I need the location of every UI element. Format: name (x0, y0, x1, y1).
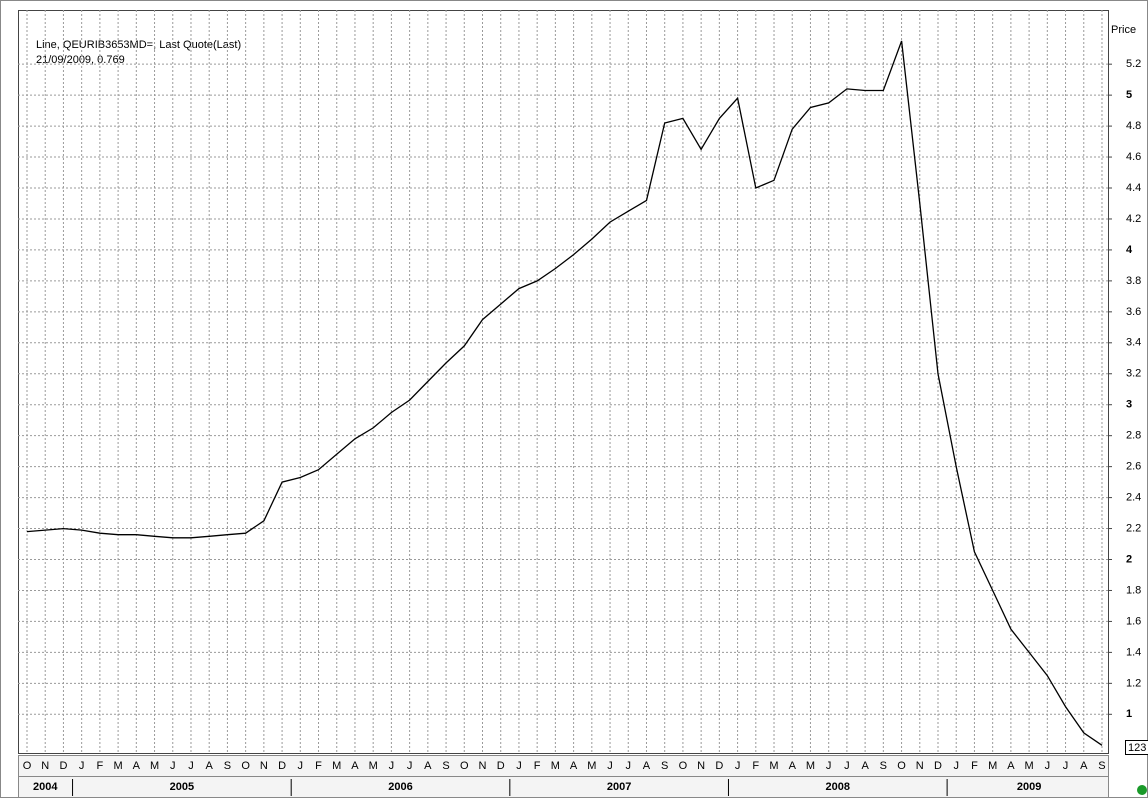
y-tick-label: 4 (1126, 244, 1133, 256)
y-tick-label: 1.8 (1126, 584, 1141, 596)
x-tick-label: A (861, 760, 869, 772)
x-tick-label: M (769, 760, 778, 772)
x-tick-label: J (298, 760, 304, 772)
x-tick-label: F (97, 760, 104, 772)
x-tick-label: O (23, 760, 32, 772)
x-tick-label: D (715, 760, 723, 772)
year-label: 2005 (170, 781, 194, 793)
y-tick-label: 2 (1126, 553, 1132, 565)
x-tick-label: A (1080, 760, 1088, 772)
x-tick-label: J (516, 760, 522, 772)
year-label: 2006 (388, 781, 412, 793)
y-tick-label: 3.4 (1126, 337, 1141, 349)
x-tick-label: M (988, 760, 997, 772)
x-tick-label: D (497, 760, 505, 772)
x-tick-label: J (953, 760, 959, 772)
x-tick-label: M (587, 760, 596, 772)
x-tick-label: F (752, 760, 759, 772)
x-tick-label: F (534, 760, 541, 772)
x-tick-label: O (679, 760, 688, 772)
x-tick-label: N (479, 760, 487, 772)
x-tick-label: N (916, 760, 924, 772)
x-tick-label: J (735, 760, 741, 772)
x-tick-label: N (697, 760, 705, 772)
y-tick-label: 3.2 (1126, 368, 1141, 380)
year-label: 2008 (826, 781, 850, 793)
x-tick-label: M (114, 760, 123, 772)
x-tick-label: M (369, 760, 378, 772)
y-tick-label: 5.2 (1126, 58, 1141, 70)
x-tick-label: J (389, 760, 395, 772)
y-tick-label: 3 (1126, 399, 1132, 411)
x-tick-label: A (570, 760, 578, 772)
x-tick-label: A (643, 760, 651, 772)
x-tick-label: F (971, 760, 978, 772)
x-tick-label: A (424, 760, 432, 772)
x-tick-label: F (315, 760, 322, 772)
x-tick-label: D (934, 760, 942, 772)
x-tick-label: S (224, 760, 231, 772)
axis-label: Price (1111, 24, 1136, 36)
last-value-label: 123 (1128, 742, 1146, 754)
x-tick-label: J (844, 760, 850, 772)
y-tick-label: 2.8 (1126, 430, 1141, 442)
y-tick-label: 1.6 (1126, 615, 1141, 627)
legend-line: Line, QEURIB3653MD=, Last Quote(Last) (36, 39, 241, 51)
x-tick-label: N (41, 760, 49, 772)
x-tick-label: J (188, 760, 194, 772)
x-tick-label: M (806, 760, 815, 772)
last-value-box (1125, 740, 1148, 755)
x-tick-label: J (79, 760, 85, 772)
y-tick-label: 1 (1126, 708, 1132, 720)
year-label: 2007 (607, 781, 631, 793)
x-tick-label: M (332, 760, 341, 772)
x-tick-label: J (607, 760, 613, 772)
x-tick-label: D (278, 760, 286, 772)
y-tick-label: 4.2 (1126, 213, 1141, 225)
x-tick-label: J (1045, 760, 1051, 772)
x-tick-label: A (1007, 760, 1015, 772)
x-tick-label: A (351, 760, 359, 772)
line-series (26, 40, 1103, 746)
legend-line: 21/09/2009, 0.769 (36, 54, 125, 66)
x-tick-label: A (789, 760, 797, 772)
y-tick-label: 4.4 (1126, 182, 1141, 194)
x-tick-label: J (407, 760, 413, 772)
x-tick-label: O (460, 760, 469, 772)
x-tick-label: M (551, 760, 560, 772)
y-tick-label: 3.8 (1126, 275, 1141, 287)
x-tick-label: O (897, 760, 906, 772)
y-tick-label: 4.8 (1126, 120, 1141, 132)
x-tick-label: O (241, 760, 250, 772)
x-tick-label: J (826, 760, 832, 772)
year-label: 2004 (33, 781, 58, 793)
x-tick-label: A (206, 760, 214, 772)
y-tick-label: 2.4 (1126, 492, 1141, 504)
x-tick-label: D (59, 760, 67, 772)
x-tick-label: J (626, 760, 632, 772)
x-tick-label: N (260, 760, 268, 772)
y-tick-label: 4.6 (1126, 151, 1141, 163)
y-tick-label: 2.6 (1126, 461, 1141, 473)
y-tick-label: 5 (1126, 89, 1132, 101)
y-tick-label: 3.6 (1126, 306, 1141, 318)
x-tick-label: J (170, 760, 176, 772)
y-tick-label: 1.4 (1126, 646, 1141, 658)
y-tick-label: 2.2 (1126, 522, 1141, 534)
x-tick-label: A (133, 760, 141, 772)
x-tick-label: J (1063, 760, 1069, 772)
x-tick-label: S (880, 760, 887, 772)
x-tick-label: M (150, 760, 159, 772)
plot-area (18, 10, 1109, 754)
y-tick-label: 1.2 (1126, 677, 1141, 689)
x-tick-label: M (1025, 760, 1034, 772)
status-dot (1137, 785, 1147, 795)
year-label: 2009 (1017, 781, 1041, 793)
x-tick-label: S (1098, 760, 1105, 772)
x-tick-label: S (442, 760, 449, 772)
x-tick-label: S (661, 760, 668, 772)
